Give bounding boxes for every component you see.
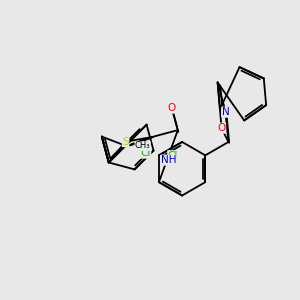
Text: O: O	[218, 123, 226, 133]
Text: N: N	[222, 107, 230, 117]
Text: NH: NH	[160, 155, 176, 165]
Text: Cl: Cl	[168, 151, 178, 161]
Text: S: S	[122, 137, 129, 147]
Text: Cl: Cl	[140, 148, 151, 158]
Text: O: O	[168, 103, 176, 113]
Text: CH₃: CH₃	[135, 142, 151, 151]
